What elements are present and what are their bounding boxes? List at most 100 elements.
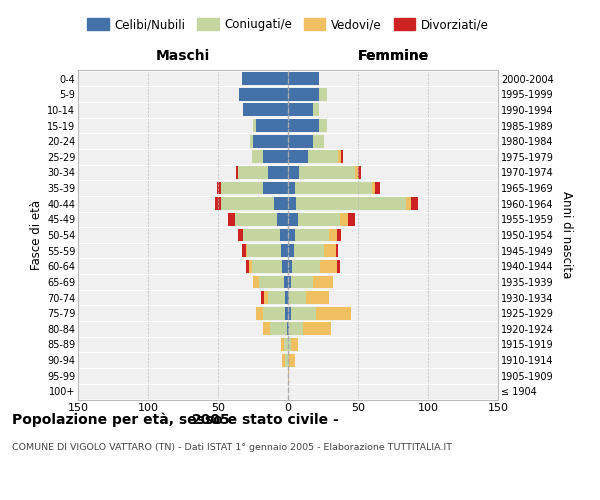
Bar xyxy=(288,198,296,210)
Bar xyxy=(320,260,337,272)
Bar xyxy=(291,307,316,320)
Bar xyxy=(316,307,351,320)
Bar xyxy=(288,276,291,288)
Bar xyxy=(288,370,289,382)
Bar xyxy=(337,228,341,241)
Bar xyxy=(283,354,285,366)
Bar xyxy=(243,104,288,117)
Bar xyxy=(288,213,298,226)
Bar xyxy=(246,260,249,272)
Bar xyxy=(285,354,288,366)
Bar xyxy=(250,134,253,147)
Bar xyxy=(375,182,380,194)
Bar xyxy=(319,88,327,101)
Bar xyxy=(291,338,298,351)
Bar xyxy=(217,182,221,194)
Bar xyxy=(268,291,285,304)
Bar xyxy=(285,307,288,320)
Bar xyxy=(215,198,221,210)
Bar xyxy=(296,198,406,210)
Bar xyxy=(288,134,313,147)
Bar xyxy=(337,260,340,272)
Bar xyxy=(259,276,284,288)
Bar xyxy=(287,322,288,336)
Bar xyxy=(299,166,355,179)
Bar xyxy=(295,182,372,194)
Bar xyxy=(288,338,291,351)
Bar xyxy=(335,244,338,257)
Text: 2005: 2005 xyxy=(191,412,230,426)
Bar xyxy=(308,150,338,163)
Text: COMUNE DI VIGOLO VATTARO (TN) - Dati ISTAT 1° gennaio 2005 - Elaborazione TUTTIT: COMUNE DI VIGOLO VATTARO (TN) - Dati IST… xyxy=(12,442,452,452)
Bar xyxy=(358,166,361,179)
Text: Femmine: Femmine xyxy=(358,50,428,64)
Bar xyxy=(319,119,327,132)
Bar xyxy=(313,276,333,288)
Bar xyxy=(292,260,320,272)
Bar xyxy=(348,213,355,226)
Bar xyxy=(289,322,304,336)
Y-axis label: Anni di nascita: Anni di nascita xyxy=(560,192,573,278)
Bar xyxy=(355,166,358,179)
Bar xyxy=(256,119,288,132)
Bar xyxy=(306,291,329,304)
Bar xyxy=(236,166,238,179)
Bar xyxy=(277,213,288,226)
Bar xyxy=(249,260,251,272)
Bar xyxy=(295,228,329,241)
Bar xyxy=(329,228,337,241)
Bar xyxy=(253,134,288,147)
Text: Maschi: Maschi xyxy=(156,50,210,64)
Bar xyxy=(263,307,285,320)
Bar xyxy=(262,291,264,304)
Bar xyxy=(289,291,306,304)
Bar xyxy=(372,182,375,194)
Bar xyxy=(288,228,295,241)
Bar xyxy=(253,276,259,288)
Bar xyxy=(304,322,331,336)
Bar xyxy=(340,213,348,226)
Y-axis label: Fasce di età: Fasce di età xyxy=(29,200,43,270)
Bar xyxy=(288,88,319,101)
Bar xyxy=(251,260,283,272)
Bar xyxy=(242,244,246,257)
Bar xyxy=(288,119,319,132)
Bar xyxy=(298,213,340,226)
Bar xyxy=(238,166,268,179)
Bar xyxy=(253,119,256,132)
Bar xyxy=(285,291,288,304)
Bar xyxy=(242,72,288,85)
Bar xyxy=(263,150,288,163)
Bar xyxy=(246,244,247,257)
Bar xyxy=(338,150,341,163)
Bar xyxy=(238,228,243,241)
Bar xyxy=(288,104,313,117)
Bar xyxy=(247,244,281,257)
Bar xyxy=(288,291,289,304)
Bar xyxy=(288,322,289,336)
Bar xyxy=(251,150,263,163)
Bar xyxy=(288,150,308,163)
Bar xyxy=(221,182,263,194)
Bar xyxy=(288,244,293,257)
Bar xyxy=(281,244,288,257)
Bar xyxy=(283,260,288,272)
Bar xyxy=(288,354,289,366)
Bar xyxy=(325,244,335,257)
Bar xyxy=(270,322,287,336)
Bar xyxy=(291,276,313,288)
Bar xyxy=(411,198,418,210)
Legend: Celibi/Nubili, Coniugati/e, Vedovi/e, Divorziati/e: Celibi/Nubili, Coniugati/e, Vedovi/e, Di… xyxy=(83,14,493,36)
Bar xyxy=(341,150,343,163)
Bar xyxy=(293,244,325,257)
Bar xyxy=(284,276,288,288)
Bar xyxy=(406,198,411,210)
Bar xyxy=(288,182,295,194)
Bar xyxy=(263,322,270,336)
Bar xyxy=(288,260,292,272)
Bar xyxy=(313,134,325,147)
Bar xyxy=(243,228,280,241)
Bar xyxy=(268,166,288,179)
Bar xyxy=(239,88,288,101)
Bar xyxy=(284,338,288,351)
